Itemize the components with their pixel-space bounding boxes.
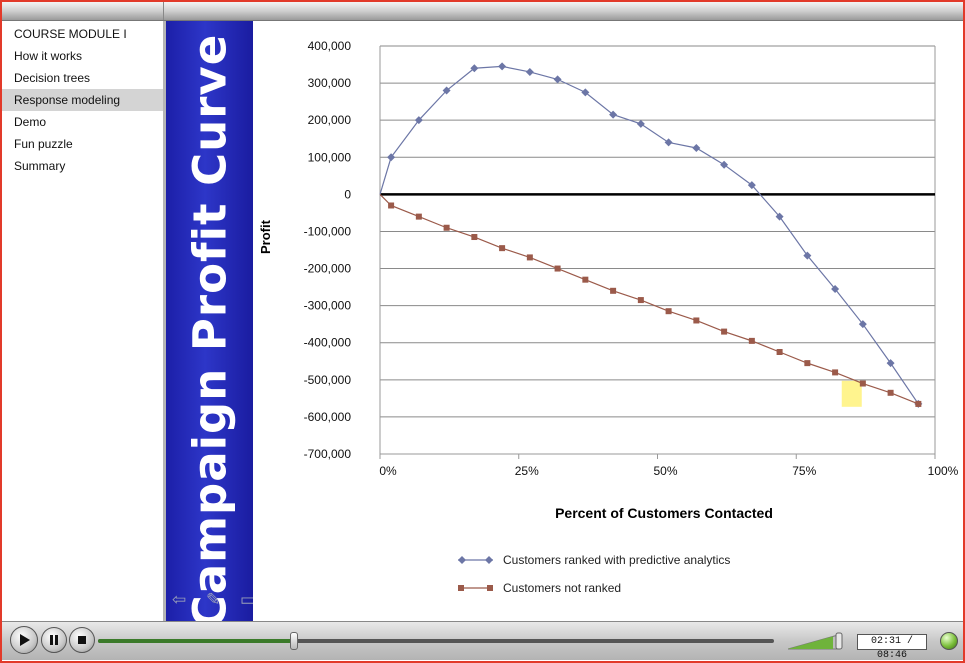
- data-point-unranked: [637, 297, 644, 304]
- data-point-unranked: [582, 276, 589, 283]
- sidebar-item[interactable]: Fun puzzle: [14, 137, 73, 151]
- data-point-ranked: [747, 181, 756, 190]
- data-point-ranked: [609, 110, 618, 119]
- stop-icon: [78, 636, 86, 644]
- x-axis-title: Percent of Customers Contacted: [555, 505, 773, 521]
- pause-icon: [50, 635, 58, 645]
- legend-label: Customers not ranked: [503, 581, 621, 595]
- x-tick-label: 100%: [928, 464, 959, 478]
- chart-area: 400,000 300,000 200,000 100,000 0 -100,000 -20…: [253, 21, 963, 621]
- data-point-ranked: [831, 284, 840, 293]
- pause-button[interactable]: [41, 627, 67, 653]
- sidebar-item[interactable]: How it works: [14, 49, 83, 63]
- data-point-unranked: [915, 400, 922, 407]
- y-axis-title: Profit: [258, 219, 273, 254]
- data-point-ranked: [553, 75, 562, 84]
- data-point-unranked: [499, 245, 506, 252]
- highlight-marker: [841, 380, 862, 407]
- series-line-1: [379, 65, 919, 405]
- seek-thumb[interactable]: [290, 632, 299, 650]
- stop-button[interactable]: [69, 627, 95, 653]
- data-point-ranked: [442, 86, 451, 95]
- data-point-ranked: [664, 138, 673, 147]
- data-point-ranked: [387, 153, 396, 162]
- title-bar: [2, 2, 963, 21]
- y-tick-label: 0: [344, 187, 351, 201]
- data-point-ranked: [803, 251, 812, 260]
- back-arrow-icon[interactable]: ⇦: [172, 590, 187, 609]
- data-point-unranked: [443, 224, 450, 231]
- data-point-unranked: [887, 389, 894, 396]
- data-point-ranked: [470, 64, 479, 73]
- legend-marker: [458, 556, 466, 564]
- data-point-unranked: [471, 234, 478, 241]
- course-sidebar: COURSE MODULE I How it works Decision tree…: [2, 21, 166, 621]
- sidebar-item[interactable]: Decision trees: [14, 71, 91, 85]
- sidebar-item[interactable]: COURSE MODULE I: [14, 27, 127, 41]
- data-point-unranked: [665, 308, 672, 315]
- data-point-unranked: [388, 202, 395, 209]
- data-point-ranked: [692, 144, 701, 152]
- slide-banner: Campaign Profit Curve: [166, 21, 253, 621]
- title-bar-divider: [163, 2, 164, 20]
- play-icon: [20, 634, 30, 646]
- y-tick-label: 100,000: [308, 150, 352, 164]
- data-point-unranked: [554, 265, 561, 272]
- data-point-unranked: [526, 254, 533, 261]
- data-point-unranked: [415, 213, 422, 220]
- profit-curve-chart: 400,000 300,000 200,000 100,000 0 -100,000 -20…: [258, 39, 959, 595]
- data-point-ranked: [498, 62, 507, 71]
- sidebar-item[interactable]: Summary: [14, 159, 66, 173]
- sidebar-item[interactable]: Response modeling: [2, 89, 163, 111]
- y-tick-label: -500,000: [304, 373, 352, 387]
- seek-progress: [98, 639, 295, 643]
- legend-marker: [485, 556, 493, 564]
- sidebar-item[interactable]: Demo: [14, 115, 47, 129]
- data-point-unranked: [748, 337, 755, 344]
- x-tick-label: 25%: [515, 464, 539, 478]
- data-point-ranked: [858, 320, 867, 329]
- fullscreen-button[interactable]: [940, 632, 958, 650]
- banner-title: Campaign Profit Curve: [183, 33, 237, 621]
- data-point-unranked: [859, 380, 866, 387]
- data-point-ranked: [525, 67, 534, 76]
- legend-marker: [487, 585, 493, 591]
- data-point-ranked: [414, 116, 423, 125]
- data-point-ranked: [720, 160, 729, 169]
- data-point-unranked: [610, 287, 617, 294]
- pencil-icon[interactable]: ✎: [206, 590, 221, 609]
- data-point-ranked: [775, 212, 784, 221]
- y-tick-label: -400,000: [304, 336, 352, 350]
- play-button[interactable]: [10, 626, 38, 654]
- y-tick-label: -200,000: [304, 262, 352, 276]
- y-tick-label: 200,000: [308, 113, 352, 127]
- y-tick-label: -100,000: [304, 224, 352, 238]
- y-tick-label: -600,000: [304, 410, 352, 424]
- data-point-ranked: [636, 119, 645, 128]
- time-display: 02:31 / 08:46: [857, 634, 927, 661]
- y-tick-label: -300,000: [304, 299, 352, 313]
- sidebar-menu: COURSE MODULE I How it works Decision tree…: [2, 21, 163, 177]
- y-tick-label: 400,000: [308, 39, 352, 53]
- x-tick-label: 50%: [653, 464, 677, 478]
- x-tick-label: 75%: [792, 464, 816, 478]
- data-point-ranked: [886, 359, 895, 368]
- data-point-unranked: [776, 349, 783, 355]
- data-point-unranked: [804, 360, 811, 367]
- data-point-ranked: [581, 88, 590, 97]
- player-controls: 02:31 / 08:46: [2, 621, 963, 661]
- x-tick-label: 0%: [379, 464, 397, 478]
- screen-icon[interactable]: ▭: [240, 590, 257, 609]
- y-tick-label: 300,000: [308, 76, 352, 90]
- data-point-unranked: [832, 369, 839, 376]
- data-point-unranked: [693, 317, 700, 324]
- legend-label: Customers ranked with predictive analyti…: [503, 553, 730, 567]
- volume-slider[interactable]: [788, 632, 844, 650]
- seek-bar[interactable]: [98, 632, 774, 650]
- data-point-unranked: [721, 328, 728, 335]
- legend-marker: [458, 585, 464, 591]
- y-tick-label: -700,000: [304, 447, 352, 461]
